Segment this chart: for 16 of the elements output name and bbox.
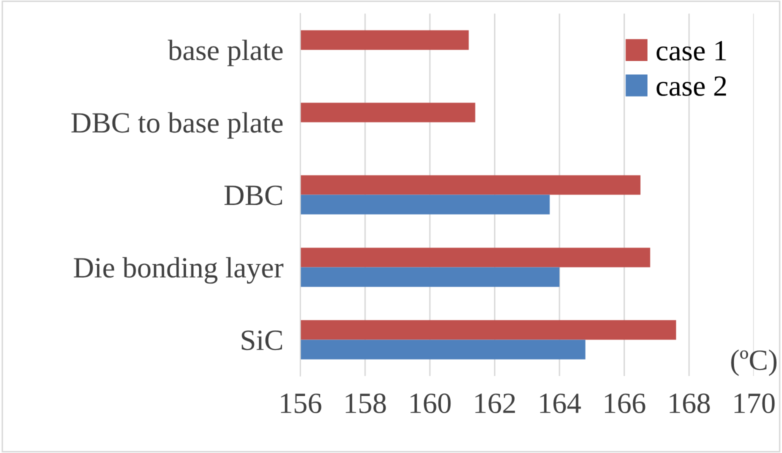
- x-tick-label: 168: [670, 394, 710, 414]
- x-tick-label: 166: [604, 394, 646, 414]
- x-axis-title: (ºC): [731, 350, 777, 376]
- x-tick-label: 158: [346, 394, 386, 414]
- y-tick-label: DBC: [224, 186, 282, 206]
- y-tick-label: SiC: [242, 330, 282, 350]
- y-tick-label: base plate: [168, 40, 283, 66]
- y-tick-label: DBC to base plate: [71, 112, 283, 139]
- x-tick-label: 162: [475, 394, 515, 414]
- y-tick-label: Die bonding layer: [74, 257, 284, 284]
- x-tick-label: 160: [410, 394, 451, 414]
- x-tick-label: 156: [280, 394, 322, 414]
- x-tick-label: 164: [540, 394, 581, 414]
- x-tick-label: 170: [734, 394, 775, 414]
- legend-label: case 2: [656, 76, 726, 96]
- legend-label: case 1: [656, 41, 726, 61]
